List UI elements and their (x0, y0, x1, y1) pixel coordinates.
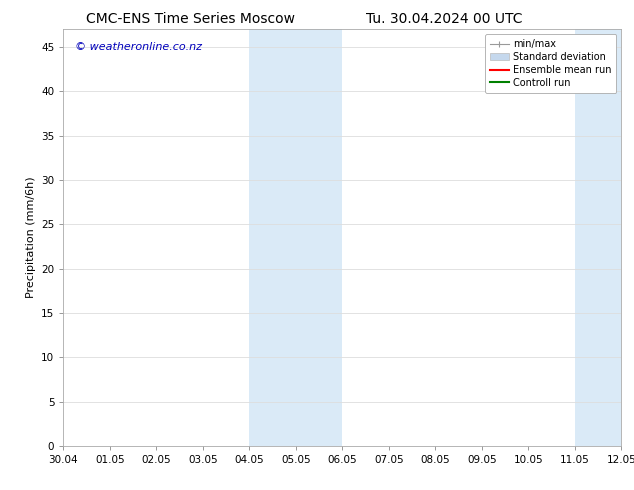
Bar (575, 29, 621, 446)
Y-axis label: Precipitation (mm/6h): Precipitation (mm/6h) (25, 177, 36, 298)
Bar (249, 29, 342, 446)
Text: CMC-ENS Time Series Moscow: CMC-ENS Time Series Moscow (86, 12, 295, 26)
Text: Tu. 30.04.2024 00 UTC: Tu. 30.04.2024 00 UTC (366, 12, 522, 26)
Text: © weatheronline.co.nz: © weatheronline.co.nz (75, 42, 202, 52)
Legend: min/max, Standard deviation, Ensemble mean run, Controll run: min/max, Standard deviation, Ensemble me… (485, 34, 616, 93)
